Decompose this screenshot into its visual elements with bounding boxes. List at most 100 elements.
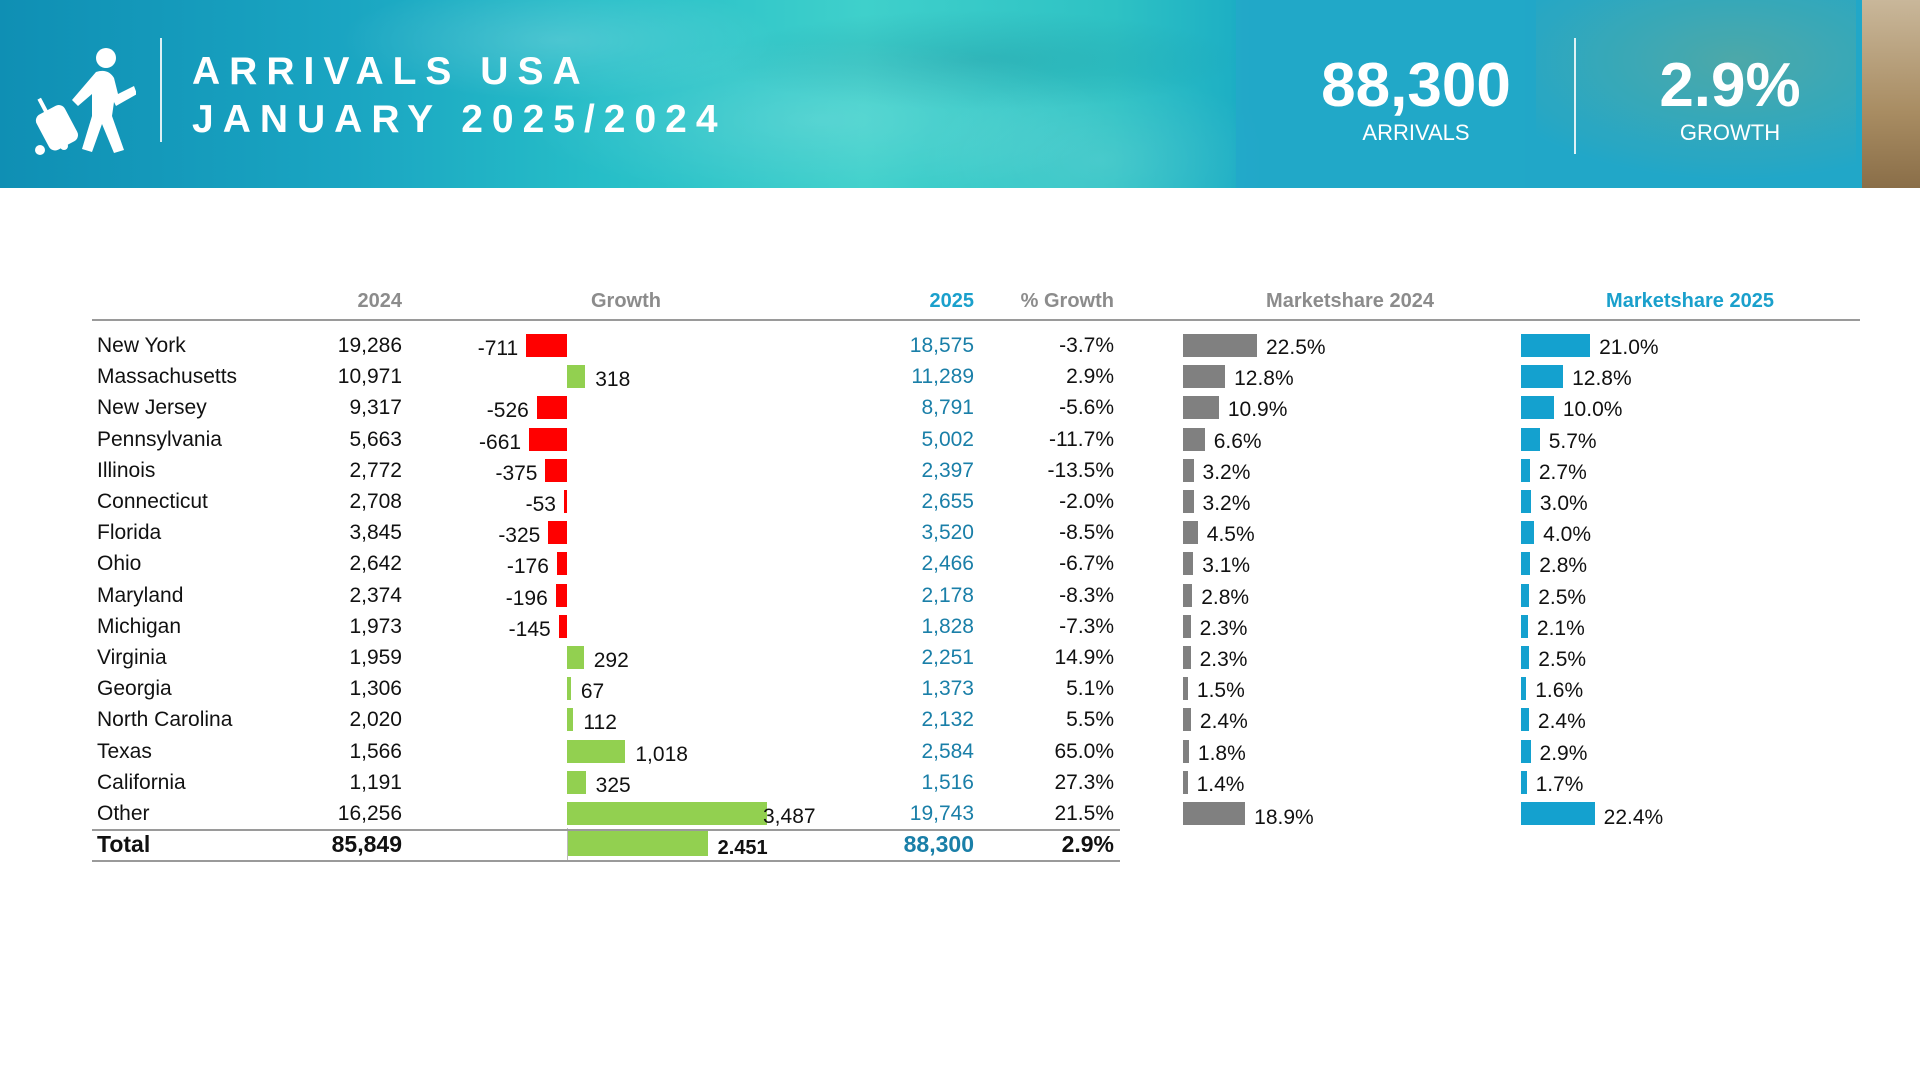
state-name: Georgia — [97, 677, 172, 701]
marketshare-2025-label: 4.0% — [1543, 523, 1592, 547]
value-2024: 1,191 — [349, 770, 402, 794]
value-2024: 16,256 — [337, 802, 402, 825]
growth-label: -196 — [505, 586, 548, 610]
marketshare-2025-bar — [1521, 552, 1531, 576]
value-2024: 9,317 — [349, 396, 402, 420]
kpi-arrivals-label: ARRIVALS — [1362, 120, 1470, 145]
marketshare-2024-label: 2.3% — [1199, 616, 1248, 640]
marketshare-2025-label: 22.4% — [1603, 806, 1664, 829]
growth-label: 1,018 — [635, 742, 688, 766]
marketshare-2025-bar — [1521, 614, 1528, 638]
growth-bar-negative — [563, 490, 567, 513]
marketshare-2025-bar — [1521, 708, 1529, 732]
value-2025: 1,828 — [921, 614, 974, 638]
col-header-marketshare-2025: Marketshare 2025 — [1606, 290, 1774, 312]
table-row: California 1,191 325 1,516 27.3% 1.4% 1.7% — [0, 767, 1920, 798]
pct-growth: 14.9% — [1054, 646, 1114, 669]
growth-bar-negative — [556, 552, 567, 576]
kpi-growth-label: GROWTH — [1679, 120, 1781, 145]
marketshare-2025-label: 3.0% — [1539, 492, 1588, 515]
marketshare-2024-label: 3.2% — [1202, 492, 1251, 515]
growth-label: 2.451 — [717, 837, 768, 859]
marketshare-2024-label: 6.6% — [1213, 429, 1262, 453]
marketshare-2025-bar — [1521, 396, 1554, 420]
marketshare-2024-bar — [1183, 708, 1191, 732]
state-name: California — [97, 770, 186, 794]
pct-growth: 27.3% — [1054, 770, 1114, 794]
header-rule — [92, 319, 1860, 321]
marketshare-2024-bar — [1183, 334, 1257, 357]
growth-label: -325 — [498, 524, 541, 548]
value-2024: 3,845 — [349, 521, 402, 545]
value-2024: 1,306 — [349, 677, 402, 701]
total-row: Total 85,849 2.451 88,300 2.9% — [0, 829, 1920, 860]
marketshare-2025-bar — [1521, 770, 1527, 794]
value-2025: 88,300 — [903, 831, 974, 857]
state-name: New Jersey — [97, 396, 207, 420]
state-name: Connecticut — [97, 490, 208, 513]
table-row: Connecticut 2,708 -53 2,655 -2.0% 3.2% 3.0% — [0, 486, 1920, 517]
marketshare-2025-bar — [1521, 458, 1530, 482]
kpi-growth-value: 2.9% — [1659, 51, 1801, 120]
growth-bar-positive — [567, 770, 586, 794]
state-name: Florida — [97, 521, 162, 545]
pct-growth: 65.0% — [1054, 739, 1114, 763]
marketshare-2024-bar — [1183, 646, 1191, 669]
marketshare-2025-bar — [1521, 802, 1595, 825]
state-name: Ohio — [97, 552, 142, 576]
marketshare-2024-label: 4.5% — [1206, 523, 1255, 547]
marketshare-2024-bar — [1183, 396, 1219, 420]
value-2024: 19,286 — [337, 334, 402, 357]
marketshare-2024-bar — [1183, 490, 1194, 513]
value-2025: 2,655 — [921, 490, 974, 513]
marketshare-2024-label: 3.2% — [1202, 460, 1251, 484]
marketshare-2024-label: 2.3% — [1199, 648, 1248, 671]
marketshare-2025-label: 2.9% — [1539, 741, 1588, 765]
marketshare-2024-label: 1.8% — [1197, 741, 1246, 765]
value-2025: 11,289 — [911, 365, 974, 389]
marketshare-2025-bar — [1521, 521, 1535, 545]
marketshare-2025-label: 2.4% — [1537, 710, 1586, 734]
table-row: Maryland 2,374 -196 2,178 -8.3% 2.8% 2.5% — [0, 580, 1920, 611]
state-name: Illinois — [97, 458, 156, 482]
pct-growth: -3.7% — [1059, 334, 1114, 357]
value-2024: 2,642 — [349, 552, 402, 576]
marketshare-2024-label: 1.4% — [1196, 772, 1245, 796]
marketshare-2025-bar — [1521, 677, 1527, 701]
marketshare-2024-label: 18.9% — [1254, 806, 1314, 829]
growth-bar-positive — [567, 802, 767, 825]
table-row: Georgia 1,306 67 1,373 5.1% 1.5% 1.6% — [0, 673, 1920, 704]
marketshare-2025-label: 5.7% — [1548, 429, 1597, 453]
pct-growth: -8.3% — [1059, 583, 1114, 607]
marketshare-2024-bar — [1183, 552, 1194, 576]
marketshare-2024-label: 3.1% — [1202, 554, 1251, 578]
growth-bar-positive — [567, 365, 586, 389]
growth-bar-positive — [567, 708, 574, 732]
marketshare-2024-label: 12.8% — [1234, 367, 1294, 391]
marketshare-2024-bar — [1183, 365, 1226, 389]
pct-growth: -7.3% — [1059, 614, 1114, 638]
growth-label: -375 — [495, 461, 538, 485]
table-row: New York 19,286 -711 18,575 -3.7% 22.5% 21.0% — [0, 330, 1920, 361]
growth-bar-negative — [555, 583, 567, 607]
table-row: Florida 3,845 -325 3,520 -8.5% 4.5% 4.0% — [0, 517, 1920, 548]
marketshare-2025-bar — [1521, 334, 1591, 357]
growth-bar-negative — [545, 458, 567, 482]
marketshare-2024-label: 1.5% — [1196, 679, 1245, 703]
table-row: Texas 1,566 1,018 2,584 65.0% 1.8% 2.9% — [0, 736, 1920, 767]
growth-bar-negative — [548, 521, 567, 545]
marketshare-2024-label: 2.8% — [1201, 585, 1250, 609]
value-2024: 2,374 — [349, 583, 402, 607]
pct-growth: -11.7% — [1049, 427, 1114, 451]
marketshare-2025-bar — [1521, 583, 1530, 607]
value-2024: 1,566 — [349, 739, 402, 763]
value-2025: 5,002 — [921, 427, 974, 451]
growth-label: 67 — [580, 680, 605, 704]
marketshare-2025-bar — [1521, 646, 1530, 669]
beach-hut-photo — [1862, 0, 1920, 188]
value-2025: 18,575 — [909, 334, 974, 357]
marketshare-2024-bar — [1183, 583, 1193, 607]
marketshare-2025-label: 2.8% — [1539, 554, 1588, 578]
table-row: Pennsylvania 5,663 -661 5,002 -11.7% 6.6% 5.7% — [0, 424, 1920, 455]
pct-growth: 2.9% — [1061, 831, 1114, 857]
